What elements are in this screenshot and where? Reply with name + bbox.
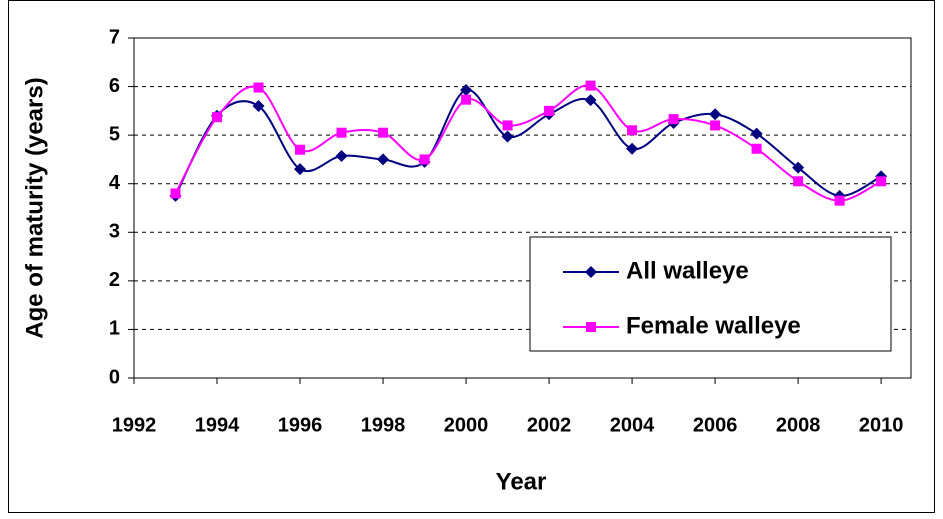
point — [585, 80, 596, 91]
legend-marker — [585, 266, 597, 278]
x-tick-label: 2008 — [776, 414, 821, 436]
y-tick-label: 3 — [109, 221, 120, 243]
point — [377, 153, 390, 166]
x-tick-label: 1998 — [361, 414, 406, 436]
point — [461, 94, 472, 105]
legend-marker — [586, 322, 596, 332]
y-tick-label: 1 — [109, 318, 120, 340]
point — [335, 150, 348, 163]
point — [544, 105, 555, 116]
x-tick-label: 2002 — [527, 414, 572, 436]
point — [501, 130, 514, 143]
point — [626, 142, 639, 155]
chart-border — [8, 0, 935, 513]
y-tick-label: 5 — [109, 123, 120, 145]
point — [710, 120, 721, 131]
y-tick-label: 0 — [109, 366, 120, 388]
point — [253, 82, 264, 93]
point — [668, 114, 679, 125]
point — [295, 144, 306, 155]
point — [876, 176, 887, 187]
x-tick-label: 2000 — [444, 414, 489, 436]
x-tick-label: 2010 — [859, 414, 904, 436]
point — [627, 125, 638, 136]
point — [294, 163, 307, 176]
x-tick-label: 1996 — [278, 414, 323, 436]
y-tick-label: 7 — [109, 26, 120, 48]
x-tick-label: 2004 — [610, 414, 655, 436]
point — [793, 176, 804, 187]
y-axis-title: Age of maturity (years) — [21, 77, 48, 338]
y-tick-label: 6 — [109, 75, 120, 97]
legend-label: All walleye — [626, 257, 749, 284]
legend: All walleye Female walleye — [529, 236, 892, 352]
x-tick-label: 1994 — [195, 414, 240, 436]
point — [751, 143, 762, 154]
point — [502, 120, 513, 131]
point — [336, 127, 347, 138]
point — [419, 154, 430, 165]
point — [792, 161, 805, 174]
point — [170, 188, 181, 199]
point — [378, 127, 389, 138]
legend-label: Female walleye — [626, 312, 801, 339]
point — [584, 94, 597, 107]
x-tick-label: 2006 — [693, 414, 738, 436]
point — [834, 195, 845, 206]
y-tick-label: 2 — [109, 269, 120, 291]
point — [460, 83, 473, 96]
point — [750, 127, 763, 140]
point — [252, 100, 265, 112]
point — [709, 108, 722, 121]
y-tick-label: 4 — [109, 172, 121, 194]
point — [212, 112, 223, 123]
x-axis-title: Year — [496, 468, 547, 495]
x-tick-label: 1992 — [112, 414, 157, 436]
